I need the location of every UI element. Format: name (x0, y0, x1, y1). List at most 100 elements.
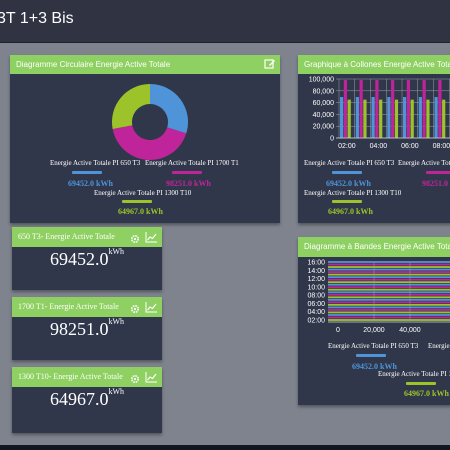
column-bar[interactable] (375, 80, 379, 138)
y-tick-label: 04:00 (307, 309, 325, 316)
kpi-value: 98251.0 (49, 319, 109, 339)
band-bar[interactable] (328, 316, 450, 319)
line-chart-icon[interactable] (145, 231, 158, 251)
top-bar: 3T 1+3 Bis (0, 0, 450, 43)
y-tick-label: 100,000 (309, 77, 334, 84)
pie-panel-title: Diagramme Circulaire Energie Active Tota… (16, 60, 171, 69)
band-legend-value: 64967.0 kWh (404, 389, 449, 398)
band-bar[interactable] (328, 283, 450, 286)
band-bar[interactable] (328, 303, 450, 306)
donut-chart (112, 84, 188, 161)
y-tick-label: 16:00 (307, 260, 325, 267)
pie-legend-value: 64967.0 kWh (118, 207, 163, 216)
kpi-title: 1300 T10- Energie Active Totale (18, 372, 123, 381)
band-bar[interactable] (328, 306, 450, 309)
edit-icon[interactable] (264, 58, 276, 74)
band-bar[interactable] (328, 263, 450, 266)
column-bar[interactable] (355, 97, 359, 138)
kpi-header: 1700 T1- Energie Active Totale (12, 297, 162, 317)
band-bar[interactable] (328, 276, 450, 279)
column-legend-swatch (332, 200, 362, 203)
y-tick-label: 40,000 (313, 112, 335, 119)
line-chart-icon[interactable] (145, 371, 158, 391)
column-bar[interactable] (403, 97, 407, 138)
column-bar[interactable] (442, 99, 446, 138)
pie-slice[interactable] (112, 125, 187, 161)
band-bar[interactable] (328, 273, 450, 276)
column-bar[interactable] (391, 80, 395, 138)
kpi-card-1300-t10: 1300 T10- Energie Active Totale 64967.0k… (12, 367, 162, 433)
x-tick-label: 08:00 (433, 143, 450, 150)
column-legend-label: Energie Active Totale PI 650 T3 (304, 159, 395, 167)
column-bar[interactable] (343, 80, 347, 138)
band-bar[interactable] (328, 291, 450, 294)
band-bar[interactable] (328, 296, 450, 299)
column-bar[interactable] (406, 80, 410, 138)
column-bar[interactable] (347, 99, 351, 138)
y-tick-label: 0 (330, 136, 334, 143)
column-bar[interactable] (371, 97, 375, 138)
kpi-value-block: 69452.0kWh (12, 247, 162, 270)
band-bar[interactable] (328, 293, 450, 296)
pie-legend-value: 98251.0 kWh (166, 179, 211, 188)
pie-slice[interactable] (112, 84, 150, 129)
band-legend-value: 69452.0 kWh (352, 362, 397, 371)
column-bar[interactable] (438, 80, 442, 138)
y-tick-label: 60,000 (313, 100, 335, 107)
column-chart: 0 20,000 40,000 60,000 80,000 100,000 02:00 04:… (309, 77, 450, 150)
column-bar[interactable] (340, 97, 344, 138)
band-bar[interactable] (328, 288, 450, 291)
page-title: 3T 1+3 Bis (0, 10, 74, 27)
line-chart-icon[interactable] (145, 301, 158, 321)
column-legend-value: 64967.0 kWh (328, 207, 373, 216)
y-tick-label: 10:00 (307, 284, 325, 291)
band-bar[interactable] (328, 311, 450, 314)
x-tick-label: 04:00 (370, 143, 388, 150)
band-bar[interactable] (328, 278, 450, 281)
column-bar[interactable] (379, 99, 383, 138)
column-bar[interactable] (422, 80, 426, 138)
band-bar[interactable] (328, 286, 450, 289)
column-bar[interactable] (434, 97, 438, 138)
band-legend-label: Energie Active Totale PI 1300 T10 (378, 370, 450, 378)
pie-legend-swatch (72, 171, 102, 174)
column-legend-label: Energie Active Totale PI 1700 T1 (398, 159, 450, 167)
x-tick-label: 02:00 (338, 143, 356, 150)
column-bar[interactable] (363, 99, 367, 138)
band-bar[interactable] (328, 319, 450, 321)
band-bar[interactable] (328, 261, 450, 263)
band-bar[interactable] (328, 271, 450, 273)
y-tick-label: 06:00 (307, 301, 325, 308)
kpi-unit: kWh (108, 387, 125, 396)
kpi-title: 1700 T1- Energie Active Totale (18, 302, 119, 311)
column-bar[interactable] (359, 80, 363, 138)
y-tick-label: 12:00 (307, 276, 325, 283)
band-chart-panel: Diagramme à Bandes Energie Active Totale… (298, 237, 450, 405)
column-bar[interactable] (387, 97, 391, 138)
pie-legend-value: 69452.0 kWh (68, 179, 113, 188)
gear-icon[interactable] (130, 372, 140, 392)
band-panel-header: Diagramme à Bandes Energie Active Totale (298, 237, 450, 257)
column-bar[interactable] (418, 97, 422, 138)
gear-icon[interactable] (130, 232, 140, 252)
column-legend-value: 69452.0 kWh (326, 179, 371, 188)
band-legend-swatch (356, 354, 386, 357)
band-bar[interactable] (328, 268, 450, 271)
band-bar[interactable] (328, 301, 450, 304)
band-legend-label: Energie Active Totale PI 1700 T1 (428, 342, 450, 350)
x-tick-label: 20,000 (363, 327, 385, 334)
pie-legend-label: Energie Active Totale PI 650 T3 (50, 159, 141, 167)
column-legend-swatch (426, 171, 450, 174)
pie-slice[interactable] (150, 84, 188, 134)
band-bar[interactable] (328, 298, 450, 301)
column-bar[interactable] (426, 99, 430, 138)
column-bar[interactable] (410, 99, 414, 138)
band-bar[interactable] (328, 281, 450, 284)
kpi-value-block: 64967.0kWh (12, 387, 162, 410)
band-bar[interactable] (328, 314, 450, 316)
band-bar[interactable] (328, 266, 450, 268)
column-bar[interactable] (394, 99, 399, 138)
band-bar[interactable] (328, 309, 450, 311)
gear-icon[interactable] (130, 302, 140, 322)
